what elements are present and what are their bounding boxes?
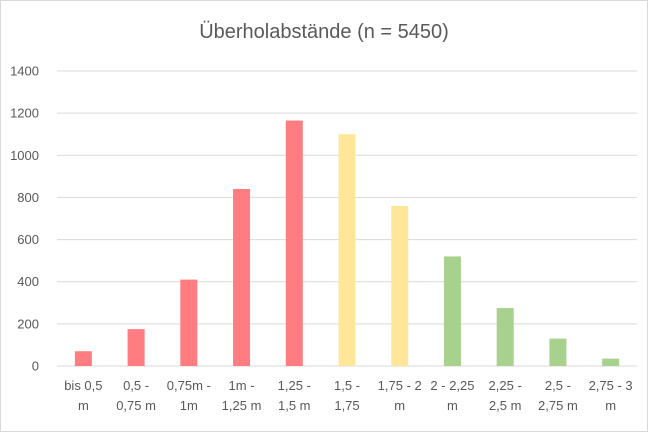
bar xyxy=(496,308,514,366)
x-tick-label: 2,75 m xyxy=(538,398,578,413)
x-tick-label: 1m - xyxy=(229,378,255,393)
y-tick-label: 400 xyxy=(17,274,39,289)
x-tick-label: 2,25 - xyxy=(489,378,522,393)
y-tick-label: 0 xyxy=(32,359,39,374)
x-tick-label: 1,75 - 2 xyxy=(378,378,422,393)
y-tick-label: 600 xyxy=(17,232,39,247)
x-tick-label: 1,25 m xyxy=(222,398,262,413)
x-tick-label: 2,5 m xyxy=(489,398,522,413)
x-tick-label: m xyxy=(78,398,89,413)
x-tick-label: 2,75 - 3 xyxy=(589,378,633,393)
bar xyxy=(443,256,461,366)
bar xyxy=(233,189,251,366)
bar xyxy=(74,351,92,366)
x-tick-label: m xyxy=(605,398,616,413)
x-tick-label: bis 0,5 xyxy=(64,378,102,393)
bar xyxy=(549,338,567,366)
bar xyxy=(391,205,409,366)
y-tick-label: 200 xyxy=(17,316,39,331)
x-tick-label: 1,75 xyxy=(334,398,359,413)
x-tick-label: m xyxy=(447,398,458,413)
y-tick-label: 1200 xyxy=(10,106,39,121)
x-tick-label: 1m xyxy=(180,398,198,413)
x-tick-label: 2 - 2,25 xyxy=(430,378,474,393)
bar xyxy=(602,358,620,366)
x-tick-label: 1,5 - xyxy=(334,378,360,393)
chart-title: Überholabstände (n = 5450) xyxy=(199,21,449,43)
x-tick-label: 0,75m - xyxy=(167,378,211,393)
x-tick-label: 1,25 - xyxy=(278,378,311,393)
x-tick-label: 0,75 m xyxy=(116,398,156,413)
x-tick-label: 1,5 m xyxy=(278,398,311,413)
x-tick-label: 2,5 - xyxy=(545,378,571,393)
bar xyxy=(338,134,356,366)
x-tick-label: 0,5 - xyxy=(123,378,149,393)
bar xyxy=(285,120,303,367)
bar xyxy=(127,329,145,366)
y-tick-label: 1400 xyxy=(10,64,39,79)
x-tick-label: m xyxy=(394,398,405,413)
y-tick-label: 800 xyxy=(17,190,39,205)
y-tick-label: 1000 xyxy=(10,148,39,163)
bar xyxy=(180,279,198,366)
